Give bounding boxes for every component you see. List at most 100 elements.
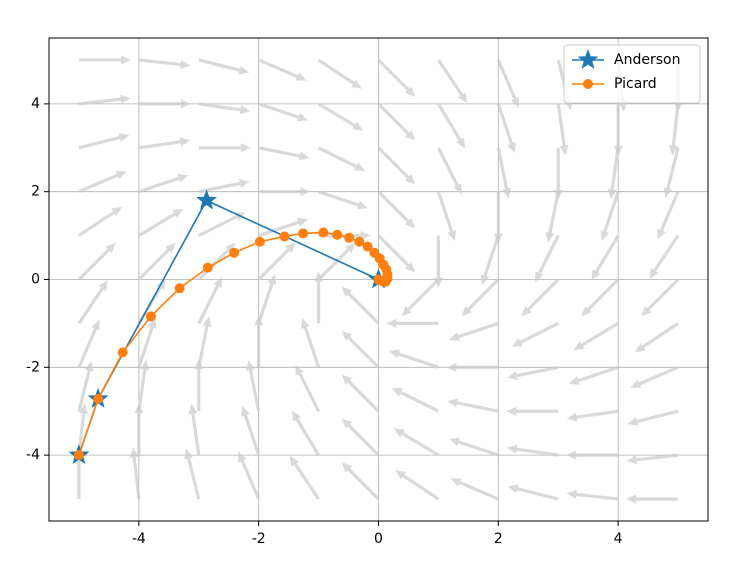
quiver-arrow	[448, 437, 499, 457]
quiver-arrow	[568, 365, 619, 385]
quiver-arrow	[314, 271, 324, 324]
quiver-arrow	[393, 428, 440, 457]
quiver-arrow	[566, 409, 619, 422]
quiver-arrow	[377, 58, 416, 97]
quiver-arrow	[377, 190, 416, 229]
quiver-arrow	[198, 179, 250, 194]
marker-circle	[318, 227, 329, 238]
x-tick-label: 2	[494, 531, 503, 547]
legend-label: Anderson	[614, 52, 680, 68]
marker-circle	[93, 393, 104, 404]
quiver-arrow	[258, 102, 309, 122]
quiver-arrow	[521, 278, 560, 317]
quiver-arrow	[626, 453, 679, 465]
marker-star	[196, 189, 218, 210]
quiver-arrow	[493, 191, 503, 244]
quiver-arrow	[553, 147, 563, 200]
y-tick-label: -2	[26, 359, 40, 375]
quiver-arrow	[566, 489, 619, 501]
quiver-arrow	[627, 409, 679, 426]
quiver-arrow	[138, 137, 191, 150]
quiver-arrow	[657, 191, 680, 240]
marker-circle	[202, 262, 213, 273]
quiver-arrow	[77, 403, 89, 456]
marker-circle	[332, 229, 343, 240]
quiver-arrow	[377, 102, 416, 141]
quiver-arrow	[258, 218, 309, 238]
x-tick-label: -4	[132, 531, 146, 547]
quiver-arrow	[507, 484, 559, 501]
quiver-arrow	[511, 321, 559, 347]
quiver-arrow	[184, 448, 201, 500]
quiver-arrow	[254, 315, 264, 368]
x-tick-label: 0	[374, 531, 383, 547]
y-tick-label: -4	[26, 447, 40, 463]
quiver-arrow	[377, 146, 416, 185]
series-line	[78, 199, 379, 456]
quiver-arrow	[437, 103, 466, 149]
quiver-arrow	[389, 349, 439, 369]
quiver-arrow	[391, 387, 440, 413]
quiver-arrow	[446, 362, 499, 372]
quiver-field	[74, 55, 683, 504]
quiver-arrow	[258, 187, 311, 197]
quiver-arrow	[301, 317, 321, 368]
quiver-arrow	[480, 235, 500, 285]
quiver-arrow	[341, 374, 380, 413]
quiver-arrow	[436, 147, 462, 195]
quiver-arrow	[318, 231, 371, 241]
quiver-arrow	[641, 278, 680, 317]
quiver-arrow	[506, 444, 559, 457]
y-tick-label: 4	[31, 96, 40, 112]
quiver-arrow	[534, 234, 560, 283]
y-tick-label: 2	[31, 184, 40, 200]
quiver-arrow	[386, 318, 439, 328]
plot-lines	[68, 189, 393, 465]
quiver-arrow	[600, 191, 620, 242]
quiver-arrow	[433, 235, 443, 288]
marker-circle	[373, 274, 384, 285]
quiver-arrow	[634, 322, 679, 353]
quiver-arrow	[77, 319, 100, 368]
quiver-arrow	[129, 447, 141, 500]
quiver-arrow	[78, 133, 130, 150]
quiver-arrow	[197, 316, 212, 368]
quiver-arrow	[401, 278, 440, 317]
quiver-arrow	[496, 103, 516, 154]
quiver-arrow	[74, 447, 84, 500]
quiver-arrow	[545, 191, 560, 243]
quiver-arrow	[198, 143, 251, 153]
quiver-arrow	[77, 242, 116, 281]
quiver-arrow	[613, 103, 623, 156]
quiver-arrow	[450, 478, 499, 501]
x-tick-label: 4	[614, 531, 623, 547]
quiver-arrow	[138, 208, 184, 237]
quiver-arrow	[649, 234, 680, 279]
legend-label: Picard	[614, 76, 657, 92]
quiver-arrow	[341, 462, 380, 501]
quiver-arrow	[197, 242, 236, 281]
quiver-arrow	[198, 102, 251, 115]
quiver-arrow	[317, 102, 364, 131]
quiver-arrow	[238, 451, 261, 500]
quiver-arrow	[448, 321, 499, 341]
ticks: -4 -2 0 2 4 -4 -2 0 2 4	[26, 96, 623, 547]
quiver-arrow	[137, 242, 176, 281]
y-tick-label: 0	[31, 272, 40, 288]
quiver-arrow	[138, 99, 191, 109]
quiver-arrow	[77, 360, 94, 412]
quiver-arrow	[668, 103, 680, 156]
marker-circle	[298, 228, 309, 239]
quiver-arrow	[573, 322, 619, 351]
quiver-arrow	[663, 147, 680, 199]
quiver-arrow	[257, 274, 277, 324]
quiver-arrow	[78, 171, 127, 194]
legend: Anderson Picard	[563, 44, 701, 104]
quiver-arrow	[607, 147, 620, 200]
quiver-arrow	[395, 470, 440, 501]
quiver-arrow	[581, 278, 620, 317]
quiver-arrow	[78, 206, 123, 237]
quiver-arrow	[138, 58, 191, 70]
quiver-arrow	[506, 406, 559, 416]
quiver-arrow	[258, 58, 307, 81]
